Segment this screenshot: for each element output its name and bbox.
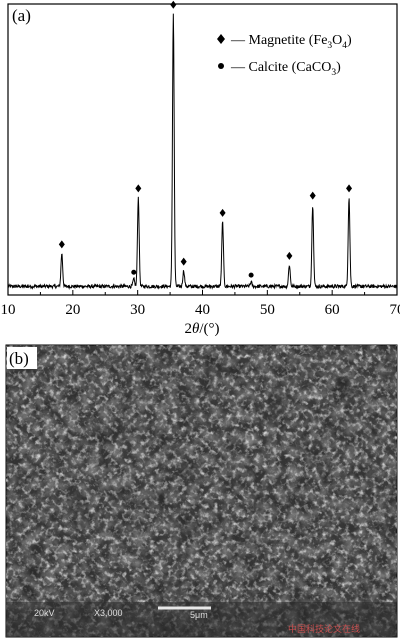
magnetite-peak-marker (346, 184, 353, 193)
x-tick-label: 40 (195, 302, 210, 318)
sem-micrograph: (b) 20kV X3,000 5μm 中国科技论文在线 (5, 344, 398, 638)
panel-label-a: (a) (12, 6, 31, 25)
magnetite-peak-marker (58, 240, 65, 249)
sem-texture-shadows (6, 345, 397, 637)
x-tick-label: 20 (65, 302, 80, 318)
magnetite-peak-marker (309, 191, 316, 200)
legend: — Magnetite (Fe3O4) — Calcite (CaCO3) (217, 33, 352, 78)
legend-item-calcite: — Calcite (CaCO3) (218, 60, 341, 78)
panel-label-b: (b) (9, 349, 29, 368)
xrd-chart: (a) 10 20 30 40 50 60 70 2θ/(°) — Magnetite (F… (1, 0, 400, 337)
watermark: 中国科技论文在线 (288, 623, 360, 634)
calcite-peak-marker (248, 272, 254, 278)
diamond-marker-icon (217, 34, 225, 44)
sem-scale-label: 5μm (190, 610, 208, 620)
plot-frame (7, 3, 398, 296)
magnetite-peak-marker (286, 251, 293, 260)
x-tick-label: 30 (130, 302, 145, 318)
x-tick-label: 60 (325, 302, 340, 318)
x-tick-label: 50 (260, 302, 275, 318)
sem-magnification: X3,000 (94, 608, 123, 618)
magnetite-peak-marker (219, 208, 226, 217)
magnetite-peak-marker (180, 257, 187, 266)
xrd-trace-group (7, 13, 398, 291)
calcite-peak-marker (131, 269, 137, 275)
panel-label-b-bg (7, 347, 37, 369)
legend-label-calcite: — Calcite (CaCO3) (230, 60, 341, 78)
x-axis-label: 2θ/(°) (184, 321, 219, 337)
magnetite-peak-marker (170, 0, 177, 9)
xrd-pattern-line (7, 13, 398, 291)
peak-markers (58, 0, 353, 278)
x-tick-label: 10 (1, 302, 16, 318)
legend-label-magnetite: — Magnetite (Fe3O4) (230, 33, 352, 51)
legend-item-magnetite: — Magnetite (Fe3O4) (217, 33, 352, 51)
x-tick-label: 70 (390, 302, 400, 318)
dot-marker-icon (218, 63, 224, 69)
magnetite-peak-marker (135, 184, 142, 193)
sem-voltage: 20kV (34, 608, 55, 618)
x-axis-ticks: 10 20 30 40 50 60 70 (1, 290, 400, 318)
